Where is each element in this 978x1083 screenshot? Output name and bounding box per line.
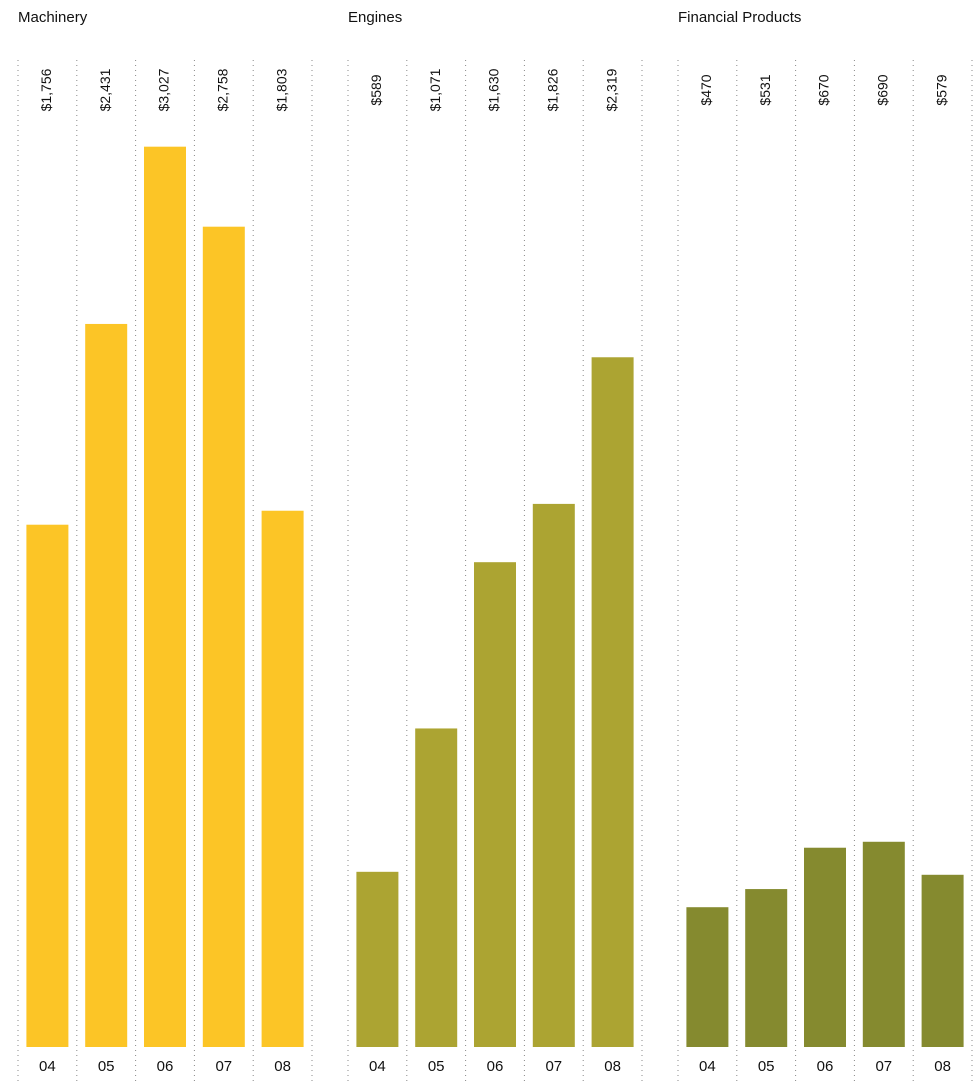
x-tick-label: 07 [215, 1058, 232, 1075]
value-label: $470 [698, 74, 714, 105]
value-label: $2,431 [97, 68, 113, 111]
value-label: $690 [875, 74, 891, 105]
value-label: $531 [757, 74, 773, 105]
value-label: $1,826 [545, 68, 561, 111]
bar [921, 874, 964, 1047]
bar [804, 847, 846, 1047]
bar [85, 323, 128, 1047]
x-tick-label: 05 [98, 1058, 115, 1075]
bar [862, 841, 905, 1047]
bar [474, 562, 516, 1047]
x-tick-label: 04 [369, 1058, 386, 1075]
bar [261, 510, 304, 1047]
x-tick-label: 07 [545, 1058, 562, 1075]
bar [745, 889, 788, 1047]
x-tick-label: 06 [157, 1058, 174, 1075]
panel-title: Financial Products [678, 9, 801, 26]
value-label: $2,319 [603, 68, 619, 111]
bar [144, 146, 186, 1047]
x-tick-label: 07 [875, 1058, 892, 1075]
bar [415, 728, 458, 1047]
bar [356, 871, 399, 1047]
bar [202, 226, 245, 1047]
x-tick-label: 08 [274, 1058, 291, 1075]
bar [591, 357, 634, 1047]
bar [532, 503, 575, 1048]
x-tick-label: 05 [428, 1058, 445, 1075]
value-label: $1,803 [273, 68, 289, 111]
value-label: $1,756 [38, 68, 54, 111]
bar [686, 907, 729, 1047]
x-tick-label: 04 [39, 1058, 56, 1075]
value-label: $670 [816, 74, 832, 105]
value-label: $1,071 [427, 68, 443, 111]
x-tick-label: 06 [817, 1058, 834, 1075]
x-tick-label: 08 [934, 1058, 951, 1075]
x-tick-label: 06 [487, 1058, 504, 1075]
value-label: $2,758 [215, 68, 231, 111]
value-label: $589 [368, 74, 384, 105]
value-label: $3,027 [156, 68, 172, 111]
panel-title: Engines [348, 9, 402, 26]
value-label: $579 [933, 74, 949, 105]
x-tick-label: 05 [758, 1058, 775, 1075]
value-label: $1,630 [486, 68, 502, 111]
bar [26, 524, 69, 1047]
panel-title: Machinery [18, 9, 88, 26]
x-tick-label: 04 [699, 1058, 716, 1075]
x-tick-label: 08 [604, 1058, 621, 1075]
